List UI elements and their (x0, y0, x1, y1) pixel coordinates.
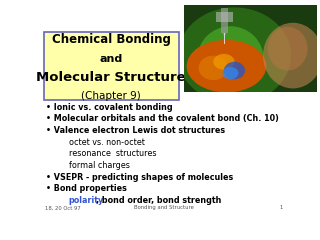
Text: 1: 1 (280, 205, 283, 210)
FancyBboxPatch shape (44, 32, 179, 100)
Bar (224, 33, 225, 44)
Bar (221, 8, 228, 33)
Text: • Ionic vs. covalent bonding: • Ionic vs. covalent bonding (46, 103, 173, 112)
Ellipse shape (224, 62, 245, 79)
Text: • VSEPR - predicting shapes of molecules: • VSEPR - predicting shapes of molecules (46, 173, 234, 182)
Ellipse shape (222, 67, 238, 79)
Ellipse shape (197, 26, 264, 92)
Text: 18, 20 Oct 97: 18, 20 Oct 97 (45, 205, 81, 210)
Ellipse shape (263, 23, 320, 89)
Text: Molecular Structure: Molecular Structure (36, 71, 186, 84)
Ellipse shape (178, 7, 291, 104)
Text: Bonding and Structure: Bonding and Structure (134, 205, 194, 210)
Ellipse shape (213, 54, 235, 70)
Bar (216, 12, 233, 22)
Ellipse shape (199, 56, 228, 80)
Text: resonance  structures: resonance structures (68, 150, 156, 158)
Text: polarity: polarity (68, 196, 104, 205)
Text: • Bond properties: • Bond properties (46, 184, 127, 193)
Text: Chemical Bonding: Chemical Bonding (52, 33, 171, 46)
Text: octet vs. non-octet: octet vs. non-octet (68, 138, 144, 147)
Text: and: and (100, 54, 123, 64)
Text: (Chapter 9): (Chapter 9) (81, 91, 141, 101)
Polygon shape (223, 33, 226, 38)
Text: • Valence electron Lewis dot structures: • Valence electron Lewis dot structures (46, 126, 225, 135)
Text: formal charges: formal charges (68, 161, 129, 170)
Ellipse shape (268, 27, 308, 71)
Text: , bond order, bond strength: , bond order, bond strength (96, 196, 221, 205)
Text: • Molecular orbitals and the covalent bond (Ch. 10): • Molecular orbitals and the covalent bo… (46, 114, 279, 124)
Circle shape (187, 40, 266, 92)
